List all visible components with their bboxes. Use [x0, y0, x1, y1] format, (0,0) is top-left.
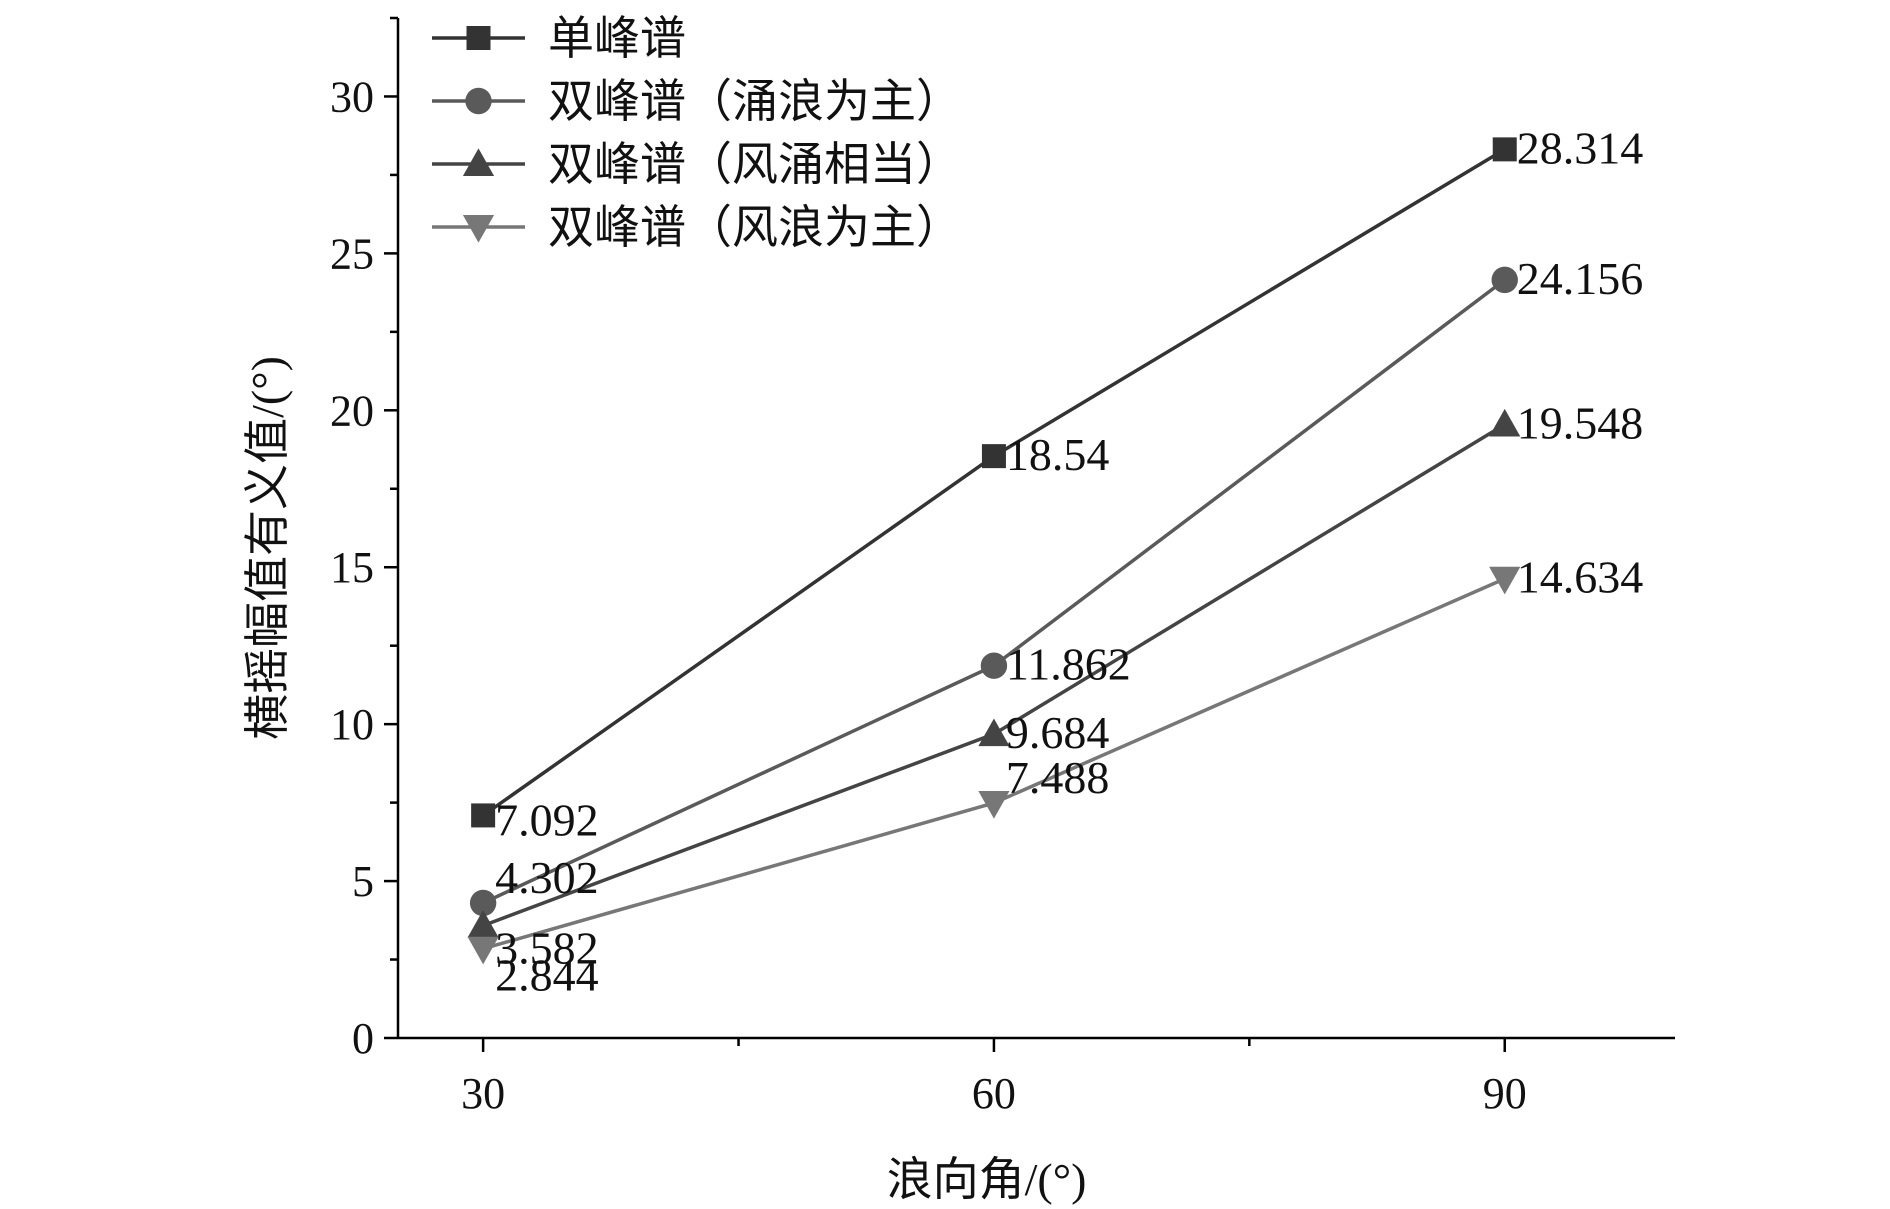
legend-marker	[465, 87, 492, 115]
y-axis-title: 横摇幅值有义值/(°)	[242, 356, 293, 740]
data-label: 11.862	[1006, 639, 1131, 690]
data-point	[978, 718, 1010, 747]
data-point	[980, 652, 1008, 679]
data-point	[978, 790, 1010, 819]
data-labels-layer: 7.092 18.54 28.314 4.302 11.862 24.156 3.582 9.…	[495, 122, 1643, 1000]
data-label: 14.634	[1517, 552, 1644, 603]
series-1	[469, 266, 1518, 917]
data-label: 3.582	[495, 923, 598, 974]
legend-marker	[462, 215, 495, 243]
series-0	[471, 137, 1517, 828]
data-point	[981, 444, 1006, 469]
x-tick-label: 30	[461, 1069, 505, 1118]
y-tick-label: 20	[330, 386, 374, 435]
data-label: 18.54	[1006, 429, 1110, 480]
data-point	[1491, 266, 1518, 294]
y-tick-label: 5	[352, 857, 374, 906]
legend-label: 双峰谱（涌浪为主）	[548, 76, 962, 127]
y-tick-label: 15	[330, 543, 374, 592]
data-label: 24.156	[1517, 253, 1644, 304]
legend-item: 双峰谱（风浪为主）	[432, 202, 962, 253]
y-tick-label: 30	[330, 72, 374, 121]
data-point	[1492, 137, 1517, 162]
data-label: 9.684	[1006, 707, 1110, 758]
x-tick-label: 90	[1483, 1069, 1527, 1118]
legend-label: 双峰谱（风涌相当）	[548, 139, 962, 190]
data-label: 4.302	[495, 852, 598, 903]
data-point	[1489, 408, 1521, 437]
data-label: 7.092	[495, 794, 598, 845]
legend-item: 单峰谱	[432, 13, 686, 64]
data-label: 19.548	[1517, 397, 1644, 448]
x-tick-label: 60	[972, 1069, 1016, 1118]
series-3	[467, 566, 1521, 965]
data-label: 2.844	[495, 950, 598, 1001]
series-line	[482, 577, 1506, 951]
legend-item: 双峰谱（风涌相当）	[432, 139, 962, 190]
y-tick-label: 25	[330, 229, 374, 278]
x-axis-title: 浪向角/(°)	[887, 1154, 1087, 1205]
y-tick-label: 0	[352, 1014, 374, 1063]
legend-label: 单峰谱	[548, 13, 686, 64]
legend-marker	[466, 26, 491, 50]
y-tick-label: 10	[330, 700, 374, 749]
legend-label: 双峰谱（风浪为主）	[548, 202, 962, 253]
data-point	[1489, 566, 1521, 595]
data-label: 7.488	[1006, 752, 1110, 803]
data-point	[467, 909, 499, 938]
data-point	[467, 936, 499, 965]
series-layer	[467, 137, 1521, 965]
axes: 0 5 10 15 20 25 30 30 60 90	[330, 16, 1675, 1118]
series-2	[467, 408, 1521, 938]
data-point	[469, 889, 497, 917]
legend-item: 双峰谱（涌浪为主）	[432, 76, 962, 127]
data-point	[471, 803, 496, 828]
legend-marker	[462, 148, 495, 176]
data-label: 28.314	[1517, 122, 1644, 173]
